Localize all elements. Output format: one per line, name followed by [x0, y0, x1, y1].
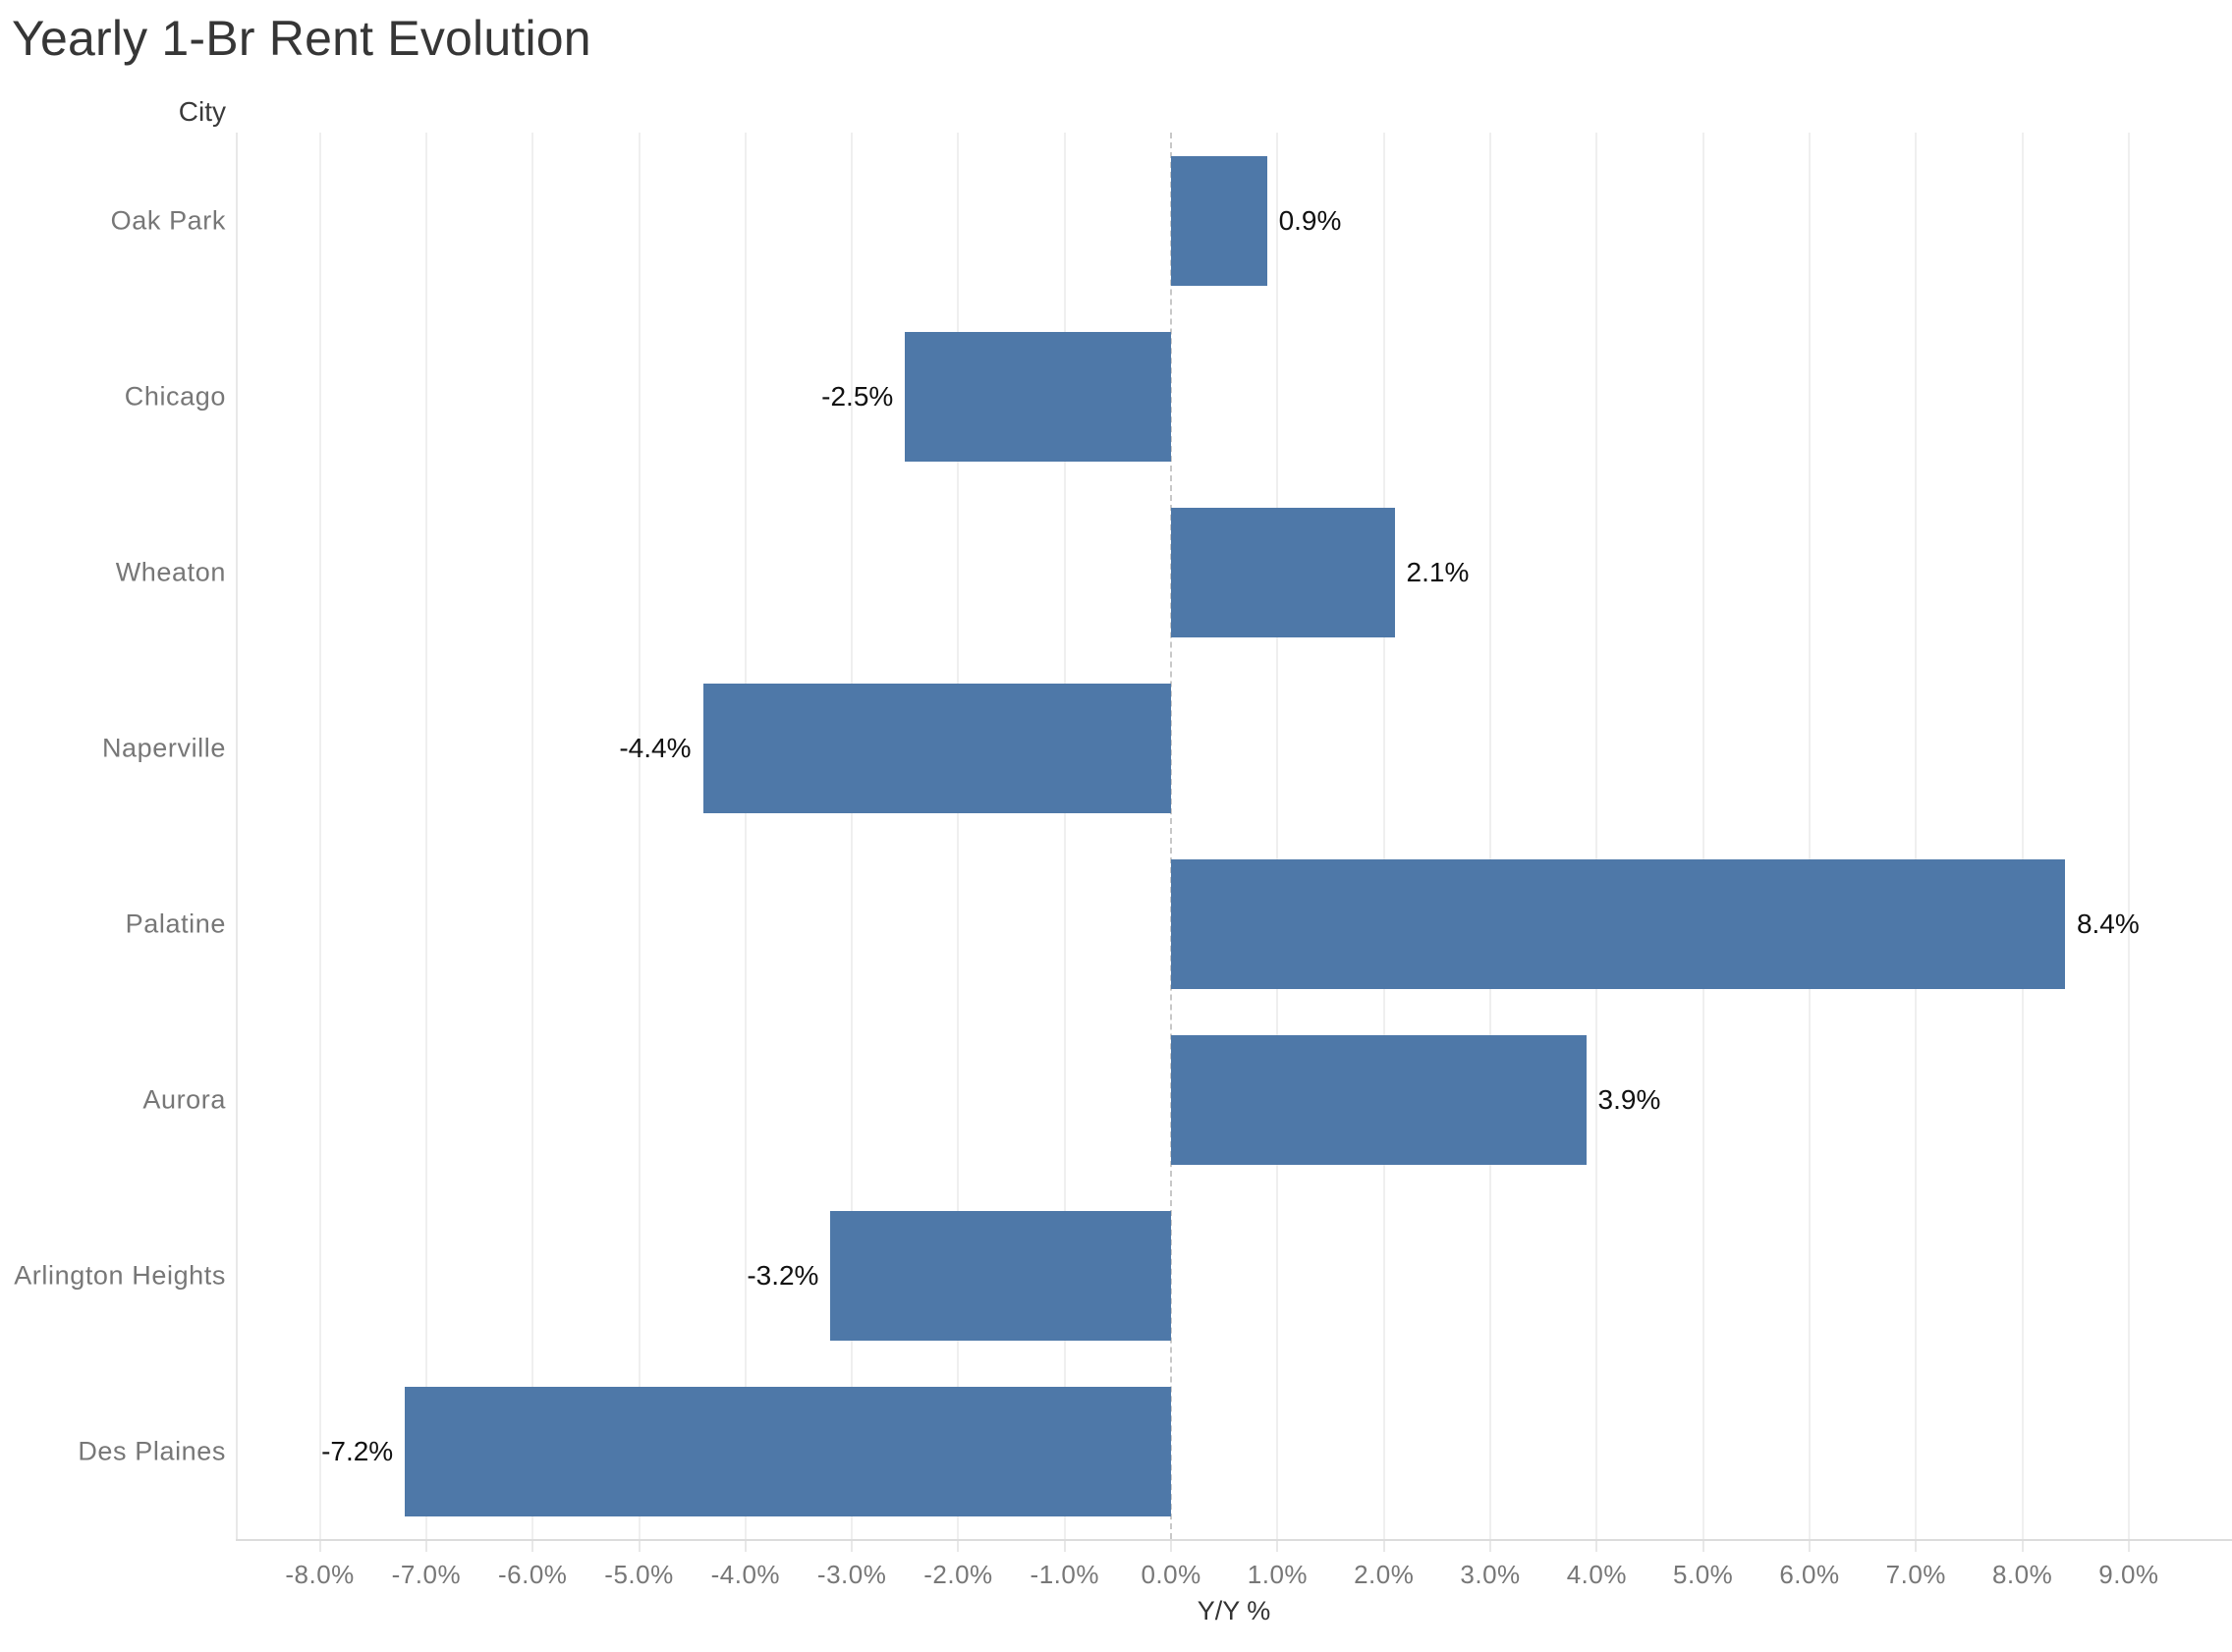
y-axis-label: Palatine [125, 909, 226, 938]
x-axis-tick-label: 5.0% [1673, 1560, 1734, 1589]
bar[interactable] [1171, 507, 1395, 637]
x-axis-tick-label: -7.0% [391, 1560, 462, 1589]
gridline [2127, 133, 2130, 1539]
x-axis-tick-label: 8.0% [1991, 1560, 2053, 1589]
x-axis-tick [1063, 1541, 1066, 1552]
x-axis-tick [1915, 1541, 1918, 1552]
bar[interactable] [1171, 858, 2065, 989]
x-axis-tick [318, 1541, 321, 1552]
gridline [1595, 133, 1598, 1539]
gridline [1063, 133, 1066, 1539]
x-axis-tick-label: 2.0% [1354, 1560, 1415, 1589]
x-axis-tick-label: -1.0% [1030, 1560, 1099, 1589]
x-axis-tick-label: 1.0% [1247, 1560, 1309, 1589]
x-axis-tick [1808, 1541, 1811, 1552]
x-axis-tick-label: -8.0% [285, 1560, 355, 1589]
x-axis-tick [1702, 1541, 1704, 1552]
gridline [1382, 133, 1385, 1539]
x-axis-tick [957, 1541, 960, 1552]
x-axis-line [236, 1539, 2232, 1541]
y-axis-label: Wheaton [115, 557, 226, 586]
bar-value-label: 0.9% [1278, 204, 1342, 236]
chart-title: Yearly 1-Br Rent Evolution [12, 11, 591, 66]
gridline [638, 133, 641, 1539]
gridline [744, 133, 747, 1539]
x-axis-tick-label: 3.0% [1460, 1560, 1521, 1589]
x-axis-tick [638, 1541, 641, 1552]
bar-value-label: 2.1% [1406, 556, 1470, 587]
x-axis-tick [2127, 1541, 2130, 1552]
x-axis-tick-label: 4.0% [1566, 1560, 1627, 1589]
x-axis-tick-label: 7.0% [1885, 1560, 1946, 1589]
x-axis-tick [1170, 1541, 1173, 1552]
bar[interactable] [702, 683, 1172, 813]
gridline [957, 133, 960, 1539]
y-axis-label: Naperville [101, 733, 226, 762]
x-axis-title: Y/Y % [1197, 1596, 1271, 1625]
x-axis-tick [1382, 1541, 1385, 1552]
bar-value-label: -7.2% [321, 1435, 394, 1466]
x-axis-tick-label: -5.0% [604, 1560, 674, 1589]
bar-value-label: 8.4% [2076, 908, 2140, 939]
x-axis-tick-label: -6.0% [497, 1560, 568, 1589]
bar-value-label: -2.5% [821, 380, 894, 412]
x-axis-tick-label: 0.0% [1141, 1560, 1201, 1589]
y-axis-label: Aurora [142, 1084, 226, 1114]
gridline [424, 133, 427, 1539]
x-axis-tick [531, 1541, 534, 1552]
x-axis-tick [424, 1541, 427, 1552]
bar[interactable] [1171, 1034, 1587, 1165]
x-axis-tick [1595, 1541, 1598, 1552]
bar[interactable] [830, 1210, 1172, 1341]
bar-value-label: 3.9% [1597, 1083, 1661, 1115]
bar[interactable] [405, 1386, 1172, 1516]
bar-value-label: -4.4% [619, 732, 692, 763]
x-axis-tick [1489, 1541, 1492, 1552]
x-axis-tick-label: 6.0% [1779, 1560, 1840, 1589]
gridline [1915, 133, 1918, 1539]
gridline [318, 133, 321, 1539]
x-axis-tick-label: -2.0% [923, 1560, 993, 1589]
gridline [1808, 133, 1811, 1539]
bar-value-label: -3.2% [747, 1259, 819, 1291]
x-axis-tick-label: -4.0% [710, 1560, 781, 1589]
gridline [1702, 133, 1704, 1539]
y-axis-header: City [178, 96, 226, 127]
x-axis-tick-label: 9.0% [2098, 1560, 2159, 1589]
y-axis-label: Des Plaines [78, 1436, 226, 1465]
bar[interactable] [905, 331, 1172, 462]
plot-left-border [236, 133, 238, 1539]
x-axis-tick-label: -3.0% [816, 1560, 887, 1589]
gridline [2021, 133, 2024, 1539]
x-axis-tick [744, 1541, 747, 1552]
gridline [1489, 133, 1492, 1539]
x-axis-tick [1276, 1541, 1279, 1552]
gridline [851, 133, 854, 1539]
y-axis-label: Chicago [124, 381, 226, 411]
x-axis-tick [2021, 1541, 2024, 1552]
gridline [531, 133, 534, 1539]
zero-line [1170, 133, 1173, 1549]
y-axis-label: Arlington Heights [14, 1260, 226, 1290]
y-axis-label: Oak Park [110, 205, 226, 235]
x-axis-tick [851, 1541, 854, 1552]
bar[interactable] [1171, 155, 1267, 286]
gridline [1276, 133, 1279, 1539]
